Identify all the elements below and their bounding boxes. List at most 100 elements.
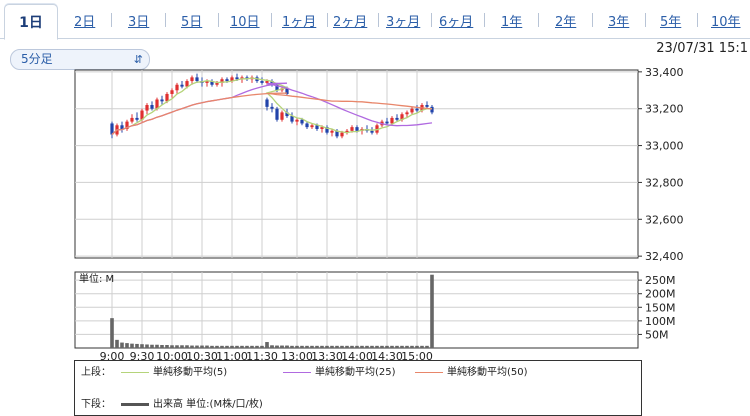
volume-bar — [375, 345, 379, 348]
tab-2days[interactable]: 2日 — [74, 15, 96, 30]
candle-body — [400, 114, 404, 120]
volume-bar — [410, 345, 414, 348]
tab-2years[interactable]: 2年 — [555, 15, 577, 30]
candle-body — [155, 99, 159, 109]
candle-body — [410, 108, 414, 113]
volume-bar — [160, 345, 164, 348]
volume-bar — [175, 345, 179, 348]
volume-bar — [360, 345, 364, 348]
tab-separator — [327, 13, 328, 27]
candle-body — [275, 84, 279, 91]
tab-3months[interactable]: 3ヶ月 — [386, 15, 421, 30]
legend-item-volume: 出来高 単位:(M株/口/枚) — [121, 398, 263, 412]
candle-body — [425, 105, 429, 107]
candle-body — [370, 130, 374, 133]
tab-1day[interactable]: 1日 — [4, 4, 58, 40]
tab-6months[interactable]: 6ヶ月 — [439, 15, 474, 30]
tab-separator — [111, 13, 112, 27]
volume-tick-label: 250M — [645, 274, 676, 287]
candle-body — [330, 130, 334, 133]
candle-body — [385, 121, 389, 124]
legend-text-volume: 出来高 単位:(M株/口/枚) — [153, 399, 263, 410]
volume-bar — [380, 345, 384, 348]
x-tick-label: 14:00 — [341, 350, 373, 363]
candle-body — [130, 117, 134, 122]
legend-text-sma5: 単純移動平均(5) — [153, 367, 228, 378]
volume-bar — [280, 345, 284, 348]
tab-10years[interactable]: 10年 — [711, 15, 741, 30]
candle-body — [325, 127, 329, 133]
period-tabs: 1日 2日 3日 5日 10日 1ヶ月 2ヶ月 3ヶ月 6ヶ月 1年 2年 3年… — [0, 0, 750, 40]
candle-body — [305, 123, 309, 128]
volume-bar — [195, 345, 199, 348]
tab-separator — [165, 13, 166, 27]
price-tick-label: 32,800 — [645, 176, 684, 189]
tab-separator — [538, 13, 539, 27]
legend-swatch-sma50 — [415, 371, 443, 373]
volume-bar — [165, 345, 169, 348]
x-tick-label: 11:30 — [246, 350, 278, 363]
volume-bar — [330, 345, 334, 348]
tab-2months[interactable]: 2ヶ月 — [333, 15, 368, 30]
volume-bar — [285, 345, 289, 348]
tab-3years[interactable]: 3年 — [608, 15, 630, 30]
candle-body — [300, 119, 304, 124]
volume-bar — [390, 345, 394, 348]
tab-separator — [378, 13, 379, 27]
volume-bar — [265, 342, 269, 348]
price-tick-label: 33,000 — [645, 140, 684, 153]
tab-3days[interactable]: 3日 — [128, 15, 150, 30]
tab-5days[interactable]: 5日 — [181, 15, 203, 30]
tab-5years[interactable]: 5年 — [660, 15, 682, 30]
x-tick-label: 9:30 — [130, 350, 155, 363]
volume-bar — [250, 345, 254, 348]
tab-1year[interactable]: 1年 — [501, 15, 523, 30]
legend-item-sma5: 単純移動平均(5) — [121, 366, 227, 380]
tab-separator — [484, 13, 485, 27]
volume-bar — [170, 345, 174, 348]
volume-bar — [190, 345, 194, 348]
candle-body — [395, 117, 399, 120]
x-tick-label: 14:30 — [371, 350, 403, 363]
candle-body — [345, 130, 349, 133]
price-tick-label: 33,400 — [645, 66, 684, 79]
candle-body — [205, 81, 209, 83]
volume-bar — [290, 345, 294, 348]
legend-swatch-sma25 — [283, 371, 311, 373]
volume-bar — [415, 345, 419, 348]
candle-body — [210, 81, 214, 85]
volume-bar — [310, 345, 314, 348]
volume-bar — [420, 345, 424, 348]
tab-1month[interactable]: 1ヶ月 — [282, 15, 317, 30]
volume-bar — [425, 345, 429, 348]
legend-item-sma50: 単純移動平均(50) — [415, 366, 528, 380]
tab-10days[interactable]: 10日 — [230, 15, 260, 30]
x-tick-label: 10:30 — [186, 350, 218, 363]
volume-bar — [135, 343, 139, 348]
volume-bar — [110, 318, 114, 348]
volume-bar — [405, 345, 409, 348]
volume-bar — [340, 345, 344, 348]
candle-body — [430, 106, 434, 113]
candle-body — [170, 90, 174, 94]
volume-tick-label: 200M — [645, 288, 676, 301]
moving-average-line — [111, 92, 433, 135]
candle-body — [320, 127, 324, 129]
timestamp: 23/07/31 15:1 — [656, 41, 748, 56]
volume-bar — [125, 343, 129, 348]
candle-body — [310, 125, 314, 128]
candle-body — [185, 81, 189, 87]
tab-label: 1日 — [19, 15, 43, 31]
volume-bar — [145, 344, 149, 348]
volume-bar — [305, 345, 309, 348]
tab-separator — [431, 13, 432, 27]
legend-text-sma50: 単純移動平均(50) — [447, 367, 528, 378]
candle-body — [230, 77, 234, 82]
price-tick-label: 33,200 — [645, 103, 684, 116]
tab-separator — [271, 13, 272, 27]
volume-bar — [355, 345, 359, 348]
volume-bar — [115, 339, 119, 348]
candle-body — [275, 108, 279, 120]
volume-tick-label: 150M — [645, 301, 676, 314]
